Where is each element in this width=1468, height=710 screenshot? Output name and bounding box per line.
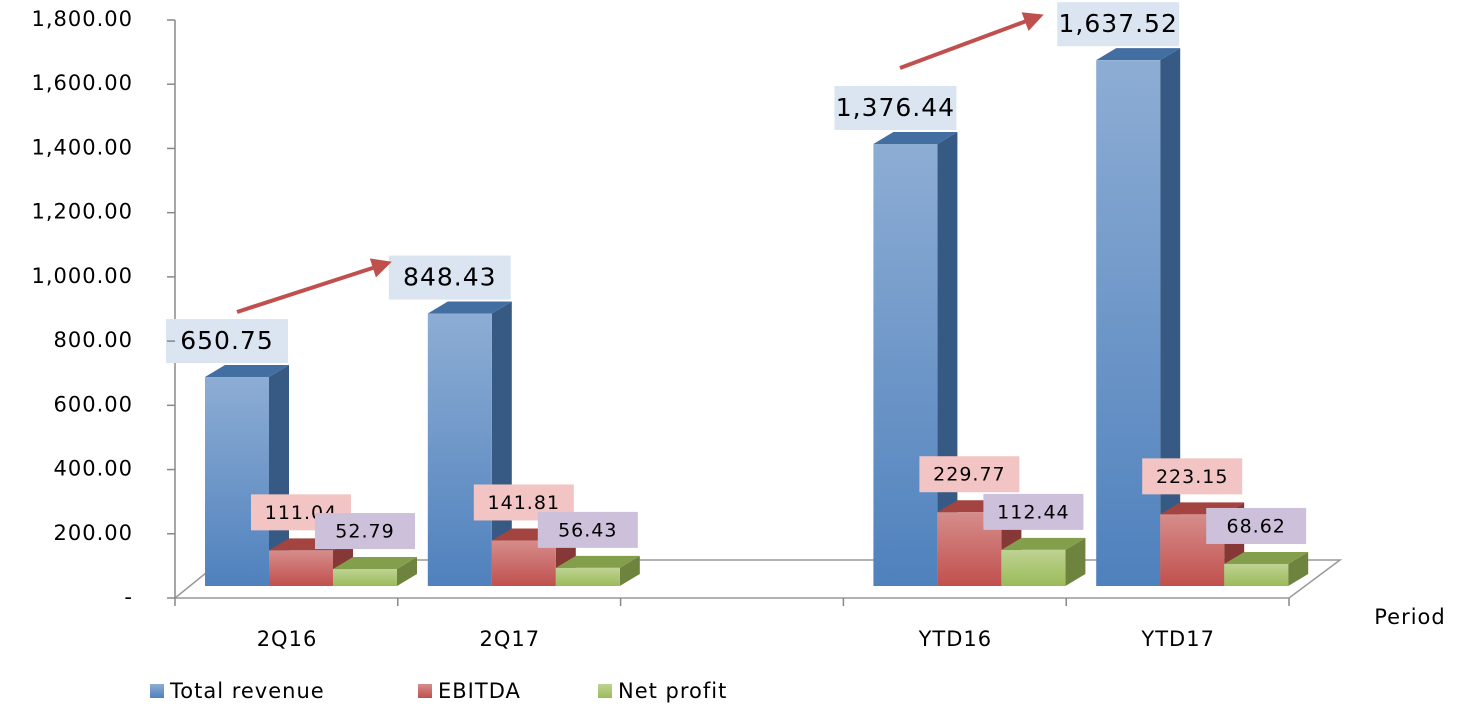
y-tick-label: 1,000.00	[31, 264, 133, 288]
legend-swatch	[150, 684, 164, 698]
value-label: 223.15	[1156, 466, 1228, 488]
legend-label: EBITDA	[438, 679, 521, 703]
value-label-box	[537, 511, 638, 548]
trend-arrow	[899, 12, 1044, 70]
bar-front	[269, 550, 333, 586]
x-axis-label: Period	[1374, 605, 1445, 629]
value-label-box	[1142, 458, 1243, 495]
bar-side	[269, 365, 289, 586]
trend-arrow	[236, 258, 392, 314]
bar-front	[1001, 549, 1066, 586]
x-tick-label: 2Q17	[479, 627, 540, 651]
value-label-box	[1206, 507, 1307, 544]
bar	[205, 365, 289, 586]
y-tick-label: 800.00	[54, 328, 133, 352]
bar-top	[427, 301, 512, 314]
bar	[333, 557, 417, 586]
bars	[205, 48, 1309, 586]
x-tick-label: YTD16	[918, 627, 993, 651]
x-tick-label: YTD17	[1140, 627, 1215, 651]
legend-swatch	[598, 684, 612, 698]
value-label: 848.43	[403, 263, 496, 292]
bar-top	[873, 132, 958, 145]
value-label: 1,637.52	[1059, 9, 1178, 38]
value-label-box	[1057, 2, 1180, 47]
value-label-box	[388, 255, 511, 300]
bar-side	[1288, 551, 1309, 586]
y-tick-label: 1,200.00	[31, 200, 133, 224]
value-label: 1,376.44	[836, 93, 955, 122]
y-tick-label: 600.00	[54, 392, 133, 416]
value-label: 141.81	[488, 492, 560, 514]
bar	[1096, 48, 1181, 586]
value-label: 56.43	[558, 519, 617, 541]
x-tick-label: 2Q16	[257, 627, 318, 651]
y-tick-label: 1,800.00	[31, 7, 133, 31]
bar-top	[1096, 48, 1181, 61]
bar-top	[555, 555, 640, 568]
bar-top	[205, 365, 289, 378]
y-tick-label: 1,400.00	[31, 135, 133, 159]
bar	[1001, 537, 1086, 586]
bar-front	[205, 377, 269, 586]
bar-side	[397, 557, 417, 586]
y-tick-label: 1,600.00	[31, 71, 133, 95]
value-label-box	[166, 319, 288, 364]
legend-label: Net profit	[618, 679, 727, 703]
legend: Total revenue EBITDA Net profit	[150, 679, 727, 703]
legend-label: Total revenue	[169, 679, 325, 703]
legend-swatch	[418, 684, 432, 698]
bar-side	[1065, 537, 1086, 586]
value-label: 68.62	[1226, 515, 1285, 537]
y-tick-label: 400.00	[54, 457, 133, 481]
y-tick-label: -	[124, 585, 133, 609]
value-label-box	[834, 86, 957, 131]
value-label-box	[983, 493, 1084, 530]
value-label: 650.75	[180, 326, 273, 355]
bar-front	[873, 144, 938, 586]
bar-front	[427, 313, 492, 586]
value-label-box	[919, 456, 1020, 493]
bar-side	[1160, 48, 1181, 586]
value-label: 52.79	[335, 521, 394, 543]
bar-front	[491, 540, 556, 586]
bar-top	[1001, 537, 1086, 550]
bar	[555, 555, 640, 586]
bar	[1224, 551, 1309, 586]
value-label: 112.44	[997, 501, 1069, 523]
bar-side	[619, 555, 640, 586]
bar-front	[1224, 563, 1289, 586]
bar-front	[555, 567, 620, 586]
bar-top	[1224, 551, 1309, 564]
bar-front	[333, 569, 397, 586]
bar-front	[1096, 60, 1161, 586]
bar-top	[333, 557, 417, 570]
value-label: 229.77	[933, 464, 1005, 486]
value-label-box	[315, 513, 415, 550]
y-tick-label: 200.00	[54, 521, 133, 545]
